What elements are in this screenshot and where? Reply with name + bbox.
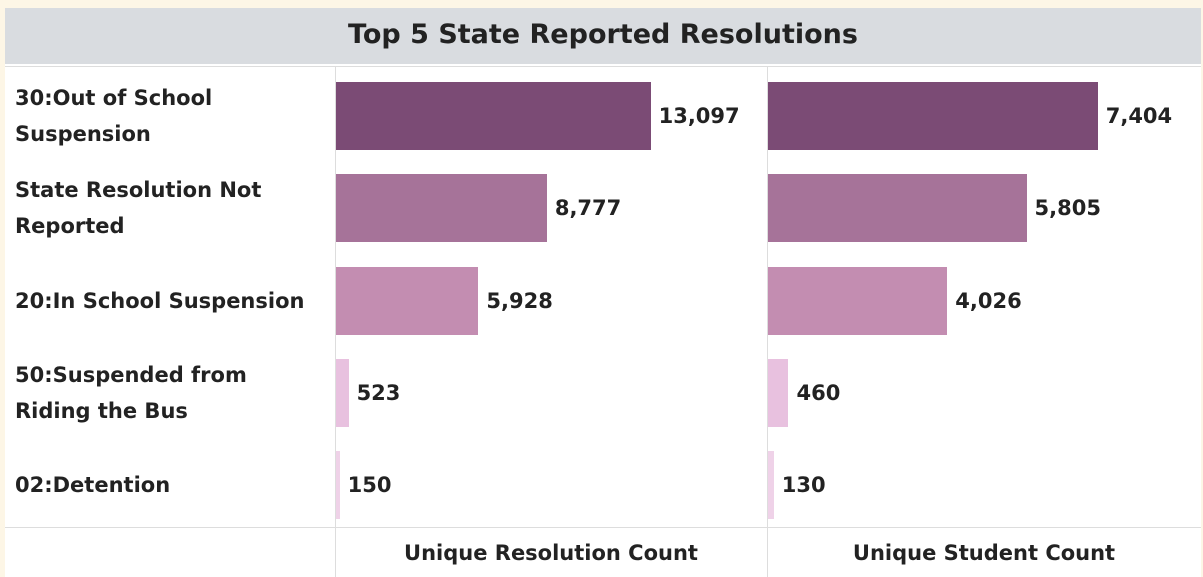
axis-title: Unique Resolution Count [404,541,698,565]
divider [5,66,1201,67]
category-label: State Resolution Not Reported [15,178,262,239]
bar [336,174,547,243]
value-label: 4,026 [955,288,1022,313]
value-label: 7,404 [1105,104,1173,129]
value-label: 130 [781,473,826,498]
bar [336,451,340,520]
category-label: 50:Suspended from Riding the Bus [15,363,247,424]
bar [336,266,479,335]
value-label: 5,805 [1034,196,1101,221]
bar [768,359,789,428]
plot-panel: Top 5 State Reported Resolutions 30:Out … [5,8,1201,577]
value-label: 523 [356,381,401,406]
value-label: 460 [796,381,841,406]
bar [336,359,349,428]
category-label: 02:Detention [15,473,171,498]
bar [768,82,1098,151]
value-label: 13,097 [658,104,740,129]
divider [335,66,336,577]
axis-title: Unique Student Count [852,541,1116,565]
divider [767,66,768,577]
bar [768,451,774,520]
bar [768,266,948,335]
value-label: 8,777 [554,196,622,221]
value-label: 150 [347,473,392,498]
category-label: 30:Out of School Suspension [15,86,213,147]
bar [336,82,651,151]
value-label: 5,928 [486,288,553,313]
category-label: 20:In School Suspension [15,288,305,313]
bar [768,174,1027,243]
divider [5,527,1201,528]
chart-title: Top 5 State Reported Resolutions [5,8,1201,64]
